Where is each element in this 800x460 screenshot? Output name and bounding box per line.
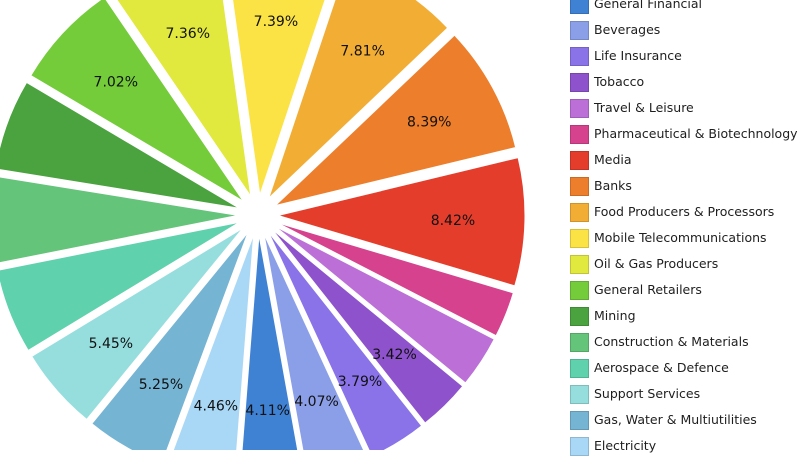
legend-item: Beverages <box>568 18 800 44</box>
legend-swatch <box>570 411 589 430</box>
pie-slice-pharmaceutical-biotechnology <box>276 221 514 337</box>
pie-slice-food-producers-processors <box>268 0 449 199</box>
pie-data-label: 7.36% <box>166 26 210 42</box>
legend-label: Life Insurance <box>594 48 682 63</box>
pie-slice-travel-leisure <box>274 225 495 384</box>
legend-swatch <box>570 73 589 92</box>
legend-label: Media <box>594 152 632 167</box>
legend-item: General Financial <box>568 0 800 18</box>
legend-item: Food Producers & Processors <box>568 200 800 226</box>
pie-slice-electricity <box>172 234 255 450</box>
legend-item: Construction & Materials <box>568 330 800 356</box>
legend-swatch <box>570 177 589 196</box>
legend-label: Tobacco <box>594 74 645 89</box>
legend-label: Support Services <box>594 386 701 401</box>
legend-label: Food Producers & Processors <box>594 204 775 219</box>
legend-swatch <box>570 0 589 14</box>
legend-swatch <box>570 437 589 456</box>
legend-swatch <box>570 333 589 352</box>
legend-item: Travel & Leisure <box>568 96 800 122</box>
legend-label: Mobile Telecommunications <box>594 230 767 245</box>
pie-data-label: 5.25% <box>139 377 183 393</box>
legend-item: Media <box>568 148 800 174</box>
pie-slice-tobacco <box>271 228 464 424</box>
pie-chart: 4.11% 4.07%3.79% 3.42% 8.42% 8.39% 7.81% 7.39%… <box>0 0 526 450</box>
legend-label: Aerospace & Defence <box>594 360 729 375</box>
legend-swatch <box>570 99 589 118</box>
legend-swatch <box>570 359 589 378</box>
pie-data-label: 4.07% <box>294 394 338 410</box>
legend-item: Gas, Water & Multiutilities <box>568 408 800 434</box>
legend-item: Mobile Telecommunications <box>568 226 800 252</box>
legend-item: Pharmaceutical & Biotechnology <box>568 122 800 148</box>
legend: General Financial Beverages Life Insurance… <box>568 0 800 460</box>
pie-slice-media <box>276 156 526 287</box>
pie-slice-general-financial <box>241 234 299 450</box>
legend-item: Banks <box>568 174 800 200</box>
legend-swatch <box>570 255 589 274</box>
legend-item: Support Services <box>568 382 800 408</box>
pie-data-label: 5.45% <box>89 336 133 352</box>
pie-data-label: 7.02% <box>94 75 138 91</box>
legend-item: Mining <box>568 304 800 330</box>
legend-label: Construction & Materials <box>594 334 749 349</box>
legend-item: Oil & Gas Producers <box>568 252 800 278</box>
legend-swatch <box>570 307 589 326</box>
legend-label: Travel & Leisure <box>594 100 694 115</box>
pie-slice-banks <box>273 34 517 207</box>
legend-item: Aerospace & Defence <box>568 356 800 382</box>
legend-swatch <box>570 151 589 170</box>
pie-slice-mobile-telecommunications <box>232 0 326 196</box>
legend-label: Mining <box>594 308 636 323</box>
pie-slice-support-services <box>31 227 244 421</box>
legend-label: Gas, Water & Multiutilities <box>594 412 757 427</box>
pie-slice-oil-gas-producers <box>116 0 252 197</box>
pie-slice-life-insurance <box>268 231 423 450</box>
pie-data-label: 7.39% <box>254 14 298 30</box>
legend-item: Tobacco <box>568 70 800 96</box>
legend-label: Banks <box>594 178 632 193</box>
legend-label: General Retailers <box>594 282 702 297</box>
pie-data-label: 8.39% <box>407 115 451 131</box>
legend-swatch <box>570 125 589 144</box>
pie-slice-beverages <box>263 233 365 450</box>
legend-item: Life Insurance <box>568 44 800 70</box>
legend-label: General Financial <box>594 0 702 11</box>
legend-swatch <box>570 203 589 222</box>
pie-slice-construction-materials <box>0 176 239 264</box>
pie-data-label: 3.79% <box>338 374 382 390</box>
legend-label: Oil & Gas Producers <box>594 256 719 271</box>
legend-label: Beverages <box>594 22 661 37</box>
pie-slice-general-retailers <box>30 0 244 202</box>
legend-label: Pharmaceutical & Biotechnology <box>594 126 798 141</box>
pie-data-label: 4.11% <box>245 403 289 419</box>
legend-label: Electricity <box>594 438 657 453</box>
pie-data-label: 4.46% <box>194 398 238 414</box>
legend-item: General Retailers <box>568 278 800 304</box>
pie-data-label: 8.42% <box>431 213 475 229</box>
legend-item: Electricity <box>568 434 800 460</box>
pie-slice-gas-water-multiutilities <box>91 232 249 450</box>
legend-swatch <box>570 281 589 300</box>
pie-slice-aerospace-defence <box>0 221 240 352</box>
legend-swatch <box>570 21 589 40</box>
legend-swatch <box>570 229 589 248</box>
pie-data-label: 7.81% <box>340 43 384 59</box>
pie-data-label: 3.42% <box>372 347 416 363</box>
legend-swatch <box>570 47 589 66</box>
pie-slice-mining <box>0 81 240 209</box>
legend-swatch <box>570 385 589 404</box>
